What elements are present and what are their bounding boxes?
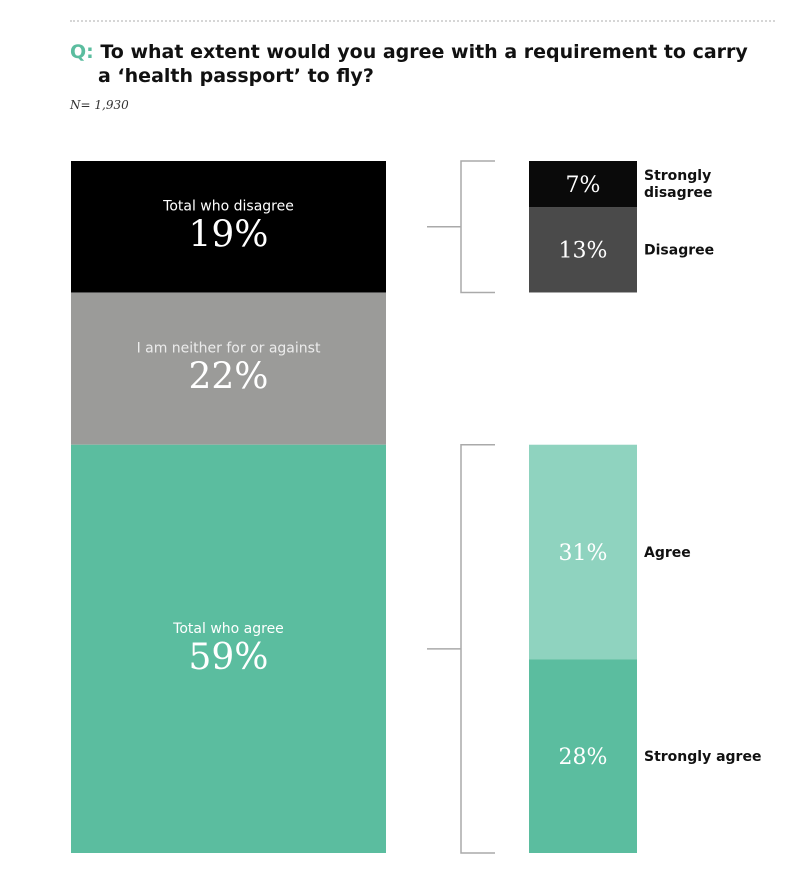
value-strongly-disagree: 7% <box>566 173 601 198</box>
label-agree: Agree <box>644 545 691 561</box>
bar-strongly-disagree <box>529 161 637 208</box>
value-total-who-agree: 59% <box>188 637 268 678</box>
label-total-who-disagree: Total who disagree <box>162 199 294 215</box>
agree-bracket <box>427 443 495 854</box>
sample-size: N= 1,930 <box>70 98 129 112</box>
question-line-1: To what extent would you agree with a re… <box>100 41 748 63</box>
label-disagree: Disagree <box>644 243 714 259</box>
question-prefix: Q: <box>70 41 94 63</box>
value-disagree: 13% <box>559 239 608 264</box>
value-agree: 31% <box>559 541 608 566</box>
detail-stacked-bar: 7% Strongly disagree 13% Disagree 31% Agree 28%… <box>529 161 761 853</box>
label-i-am-neither-for-or-against: I am neither for or against <box>137 341 321 357</box>
value-i-am-neither-for-or-against: 22% <box>188 357 268 398</box>
connector-brackets <box>427 160 495 854</box>
question-heading: Q: To what extent would you agree with a… <box>70 40 770 88</box>
label-strongly-disagree: Strongly disagree <box>644 168 713 201</box>
bar-i-am-neither-for-or-against <box>71 292 386 445</box>
bar-total-who-agree <box>71 444 386 853</box>
disagree-bracket <box>427 160 495 294</box>
bar-agree <box>529 444 637 660</box>
top-divider <box>70 20 775 22</box>
value-total-who-disagree: 19% <box>188 215 268 256</box>
question-line-2: a ‘health passport’ to fly? <box>98 65 374 87</box>
bar-strongly-agree <box>529 659 637 853</box>
value-strongly-agree: 28% <box>559 745 608 770</box>
bar-total-who-disagree <box>71 161 386 293</box>
bar-disagree <box>529 207 637 293</box>
label-strongly-agree: Strongly agree <box>644 749 761 765</box>
label-total-who-agree: Total who agree <box>172 621 284 637</box>
